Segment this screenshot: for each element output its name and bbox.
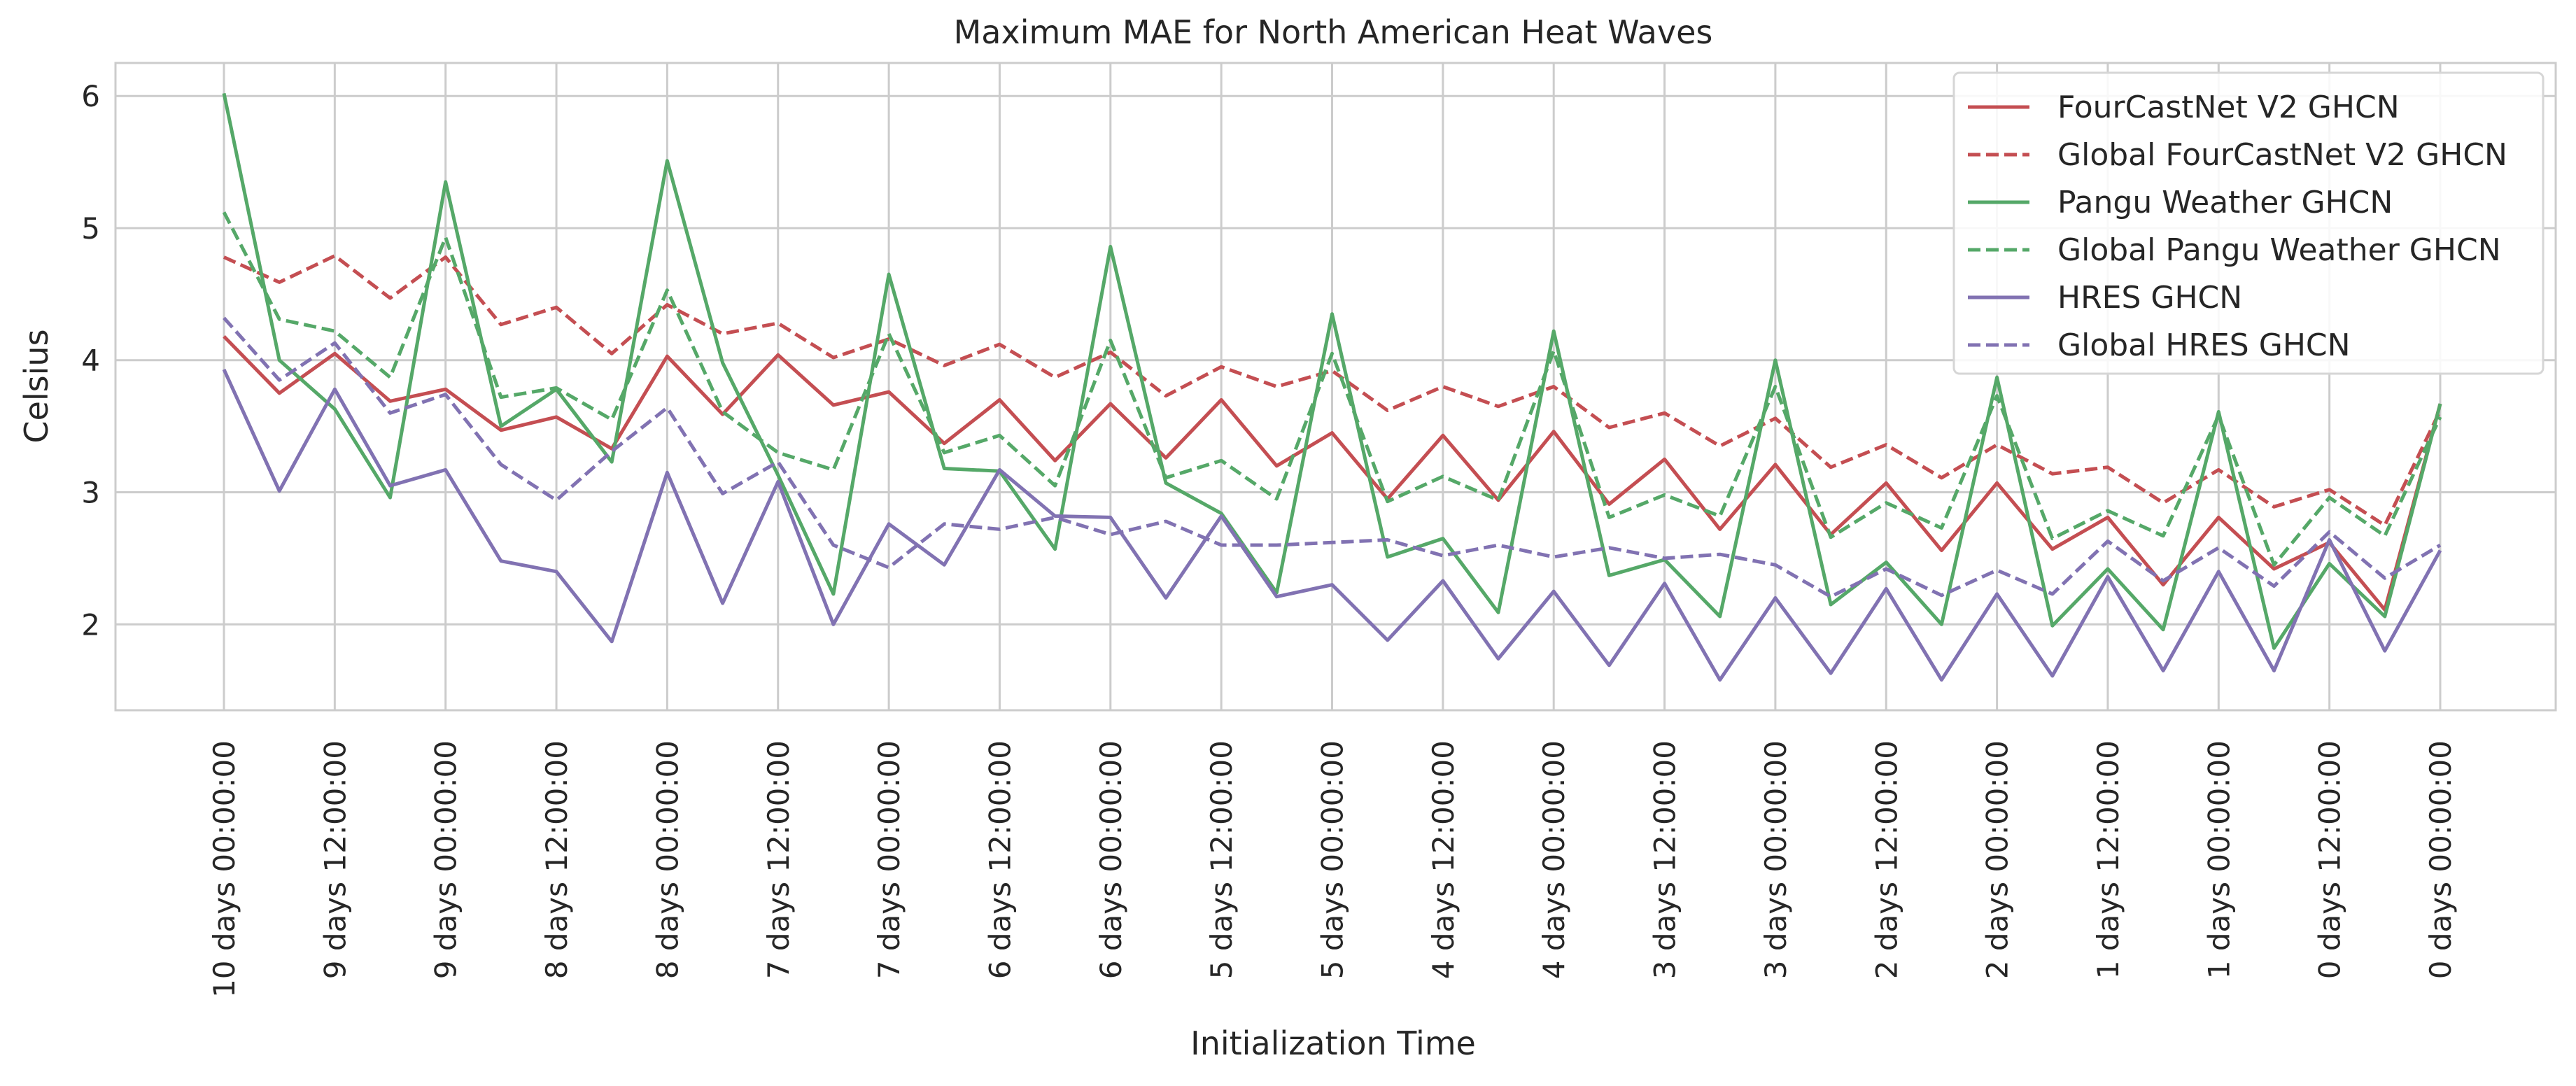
x-tick-label: 2 days 00:00:00: [1980, 740, 2015, 979]
legend-label: HRES GHCN: [2057, 280, 2242, 316]
series-line-2: [222, 92, 2442, 650]
x-tick-label: 8 days 12:00:00: [540, 740, 574, 979]
x-tick-label: 3 days 00:00:00: [1759, 740, 1793, 979]
x-tick-label: 7 days 00:00:00: [872, 740, 906, 979]
x-tick-label: 4 days 00:00:00: [1537, 740, 1571, 979]
x-tick-label: 10 days 00:00:00: [207, 740, 241, 998]
series-line-4: [222, 368, 2442, 682]
plot-area: [114, 62, 2557, 712]
x-tick-label: 5 days 12:00:00: [1204, 740, 1239, 979]
x-tick-label: 6 days 00:00:00: [1094, 740, 1128, 979]
x-tick-label: 6 days 12:00:00: [983, 740, 1017, 979]
x-tick-label: 5 days 00:00:00: [1316, 740, 1350, 979]
x-axis-label: Initialization Time: [1190, 1024, 1476, 1062]
series-line-3: [222, 211, 2442, 567]
y-tick-label: 3: [81, 476, 100, 510]
x-axis-ticks: 10 days 00:00:00 9 days 12:00:00 9 days 00…: [207, 740, 2458, 998]
x-tick-label: 8 days 00:00:00: [650, 740, 684, 979]
chart-title: Maximum MAE for North American Heat Wave…: [954, 13, 1713, 51]
x-tick-label: 1 days 12:00:00: [2091, 740, 2125, 979]
y-tick-label: 4: [81, 344, 100, 378]
y-tick-label: 5: [81, 211, 100, 246]
legend-label: Pangu Weather GHCN: [2057, 185, 2393, 220]
y-axis-label: Celsius: [17, 329, 55, 443]
series-line-1: [223, 254, 2442, 528]
series-lines: [222, 92, 2442, 682]
y-tick-label: 6: [81, 79, 100, 113]
x-tick-label: 9 days 00:00:00: [429, 740, 463, 979]
legend-box: [1952, 71, 2545, 375]
x-tick-label: 4 days 12:00:00: [1426, 740, 1461, 979]
x-tick-label: 9 days 12:00:00: [318, 740, 352, 979]
x-tick-label: 0 days 00:00:00: [2423, 740, 2458, 979]
legend-label: Global HRES GHCN: [2057, 327, 2351, 363]
x-tick-label: 1 days 00:00:00: [2202, 740, 2236, 979]
x-tick-label: 3 days 12:00:00: [1648, 740, 1682, 979]
y-tick-label: 2: [81, 607, 100, 642]
x-tick-label: 2 days 12:00:00: [1869, 740, 1903, 979]
y-axis-ticks: 2 3 4 5 6: [81, 79, 100, 642]
x-tick-label: 7 days 12:00:00: [761, 740, 796, 979]
legend: FourCastNet V2 GHCN Global FourCastNet V2…: [1952, 71, 2545, 375]
legend-label: Global FourCastNet V2 GHCN: [2057, 137, 2507, 173]
x-tick-label: 0 days 12:00:00: [2313, 740, 2347, 979]
legend-label: FourCastNet V2 GHCN: [2057, 90, 2400, 125]
series-line-5: [223, 316, 2442, 599]
legend-label: Global Pangu Weather GHCN: [2057, 232, 2501, 268]
